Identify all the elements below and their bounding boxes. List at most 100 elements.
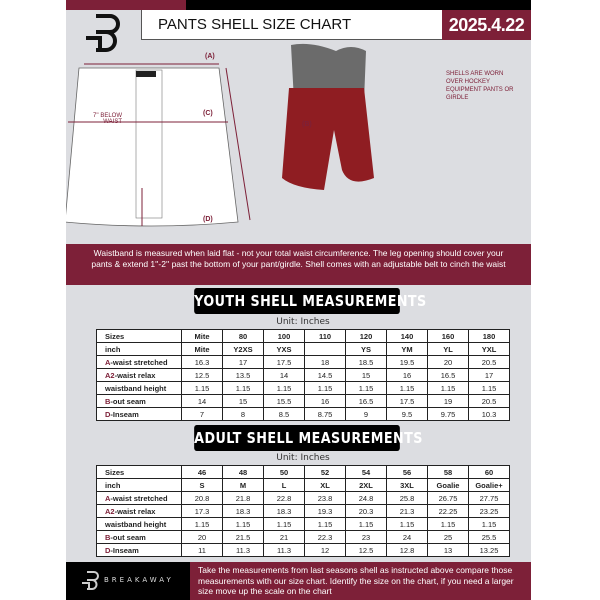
row-label: D-Inseam (96, 407, 182, 421)
row-label: B-out seam (96, 530, 182, 544)
table-cell: 18.3 (222, 504, 264, 518)
label-c: (C) (203, 110, 213, 117)
row-label-text: -Inseam (110, 545, 139, 555)
table-cell: 20.5 (468, 355, 510, 369)
adult-unit: Unit: Inches (276, 453, 330, 463)
table-cell: 12.5 (181, 368, 223, 382)
table-cell: L (263, 478, 305, 492)
table-cell: 58 (427, 465, 469, 479)
table-cell: 48 (222, 465, 264, 479)
table-cell: 25 (427, 530, 469, 544)
table-cell: 2XL (345, 478, 387, 492)
label-a: (A) (205, 53, 215, 60)
table-cell: S (181, 478, 223, 492)
top-bar-accent (66, 0, 186, 10)
table-cell: 1.15 (386, 381, 428, 395)
table-cell: 8.75 (304, 407, 346, 421)
table-row: Sizes Mite 80 100 110 120 140 160 180 (96, 329, 510, 343)
table-cell: 11.3 (222, 543, 264, 557)
table-cell: 19.5 (386, 355, 428, 369)
breakaway-logo-icon (86, 14, 120, 52)
top-bar (186, 0, 531, 10)
table-cell: 26.75 (427, 491, 469, 505)
table-cell: 20.8 (181, 491, 223, 505)
table-cell: 16.3 (181, 355, 223, 369)
row-label-text: -waist relax (114, 506, 156, 516)
row-label-text: waistband height (105, 519, 167, 529)
table-cell: 21.3 (386, 504, 428, 518)
table-cell: 25.5 (468, 530, 510, 544)
row-label-text: inch (105, 344, 121, 354)
table-cell: 12.5 (345, 543, 387, 557)
table-row: D-Inseam 7 8 8.5 8.75 9 9.5 9.75 10.3 (96, 407, 510, 421)
table-cell: 13 (427, 543, 469, 557)
table-cell: 13.25 (468, 543, 510, 557)
row-label-text: Sizes (105, 467, 125, 477)
table-cell: 25.8 (386, 491, 428, 505)
table-cell: 16 (386, 368, 428, 382)
table-cell: 14 (181, 394, 223, 408)
table-cell: 1.15 (345, 381, 387, 395)
youth-size-table: Sizes Mite 80 100 110 120 140 160 180 inch Mite Y2X… (96, 329, 510, 421)
table-cell: 1.15 (222, 381, 264, 395)
row-label: inch (96, 478, 182, 492)
table-cell: 11.3 (263, 543, 305, 557)
table-cell: 27.75 (468, 491, 510, 505)
table-cell: Y2XS (222, 342, 264, 356)
row-label-text: inch (105, 480, 121, 490)
table-cell: 18.3 (263, 504, 305, 518)
table-cell: 110 (304, 329, 346, 343)
table-cell: 20.3 (345, 504, 387, 518)
table-cell: 120 (345, 329, 387, 343)
table-cell: 21 (263, 530, 305, 544)
table-cell: 1.15 (304, 381, 346, 395)
footer-instructions: Take the measurements from last seasons … (190, 562, 531, 600)
table-cell: 23.8 (304, 491, 346, 505)
table-cell: 80 (222, 329, 264, 343)
table-cell: Mite (181, 342, 223, 356)
row-key: A2 (105, 370, 115, 380)
table-cell: 1.15 (468, 381, 510, 395)
table-cell: 1.15 (181, 381, 223, 395)
table-cell: 12.8 (386, 543, 428, 557)
table-cell: 1.15 (427, 381, 469, 395)
table-cell: M (222, 478, 264, 492)
table-cell: 1.15 (468, 517, 510, 531)
page-title: PANTS SHELL SIZE CHART (158, 16, 352, 33)
table-cell: YL (427, 342, 469, 356)
table-cell: 18.5 (345, 355, 387, 369)
table-cell: 11 (181, 543, 223, 557)
table-cell: 22.8 (263, 491, 305, 505)
row-key: B (105, 532, 111, 542)
table-cell: 18 (304, 355, 346, 369)
table-cell: 21.8 (222, 491, 264, 505)
row-label: Sizes (96, 329, 182, 343)
table-cell: YXL (468, 342, 510, 356)
table-cell: 7 (181, 407, 223, 421)
row-key: D (105, 409, 111, 419)
below-waist-note: 7'' BELOW WAIST (93, 113, 122, 125)
table-cell: 180 (468, 329, 510, 343)
measurement-info: Waistband is measured when laid flat - n… (66, 244, 531, 285)
row-label: A-waist stretched (96, 355, 182, 369)
row-label: A-waist stretched (96, 491, 182, 505)
row-key: A2 (105, 506, 115, 516)
table-cell: 14.5 (304, 368, 346, 382)
table-cell: YS (345, 342, 387, 356)
table-cell: 22.25 (427, 504, 469, 518)
youth-section-title: YOUTH SHELL MEASUREMENTS (194, 288, 426, 314)
table-row: D-Inseam 11 11.3 11.3 12 12.5 12.8 13 13.25 (96, 543, 510, 557)
table-cell: 19.3 (304, 504, 346, 518)
table-row: B-out seam 14 15 15.5 16 16.5 17.5 19 20.5 (96, 394, 510, 408)
table-cell: 1.15 (181, 517, 223, 531)
table-cell: 17.3 (181, 504, 223, 518)
table-cell: 9.5 (386, 407, 428, 421)
table-cell: 50 (263, 465, 305, 479)
table-cell: YXS (263, 342, 305, 356)
table-cell: 1.15 (263, 381, 305, 395)
table-cell: 20 (427, 355, 469, 369)
row-key: A (105, 493, 111, 503)
table-cell: 8 (222, 407, 264, 421)
table-cell: 24.8 (345, 491, 387, 505)
row-label: B-out seam (96, 394, 182, 408)
